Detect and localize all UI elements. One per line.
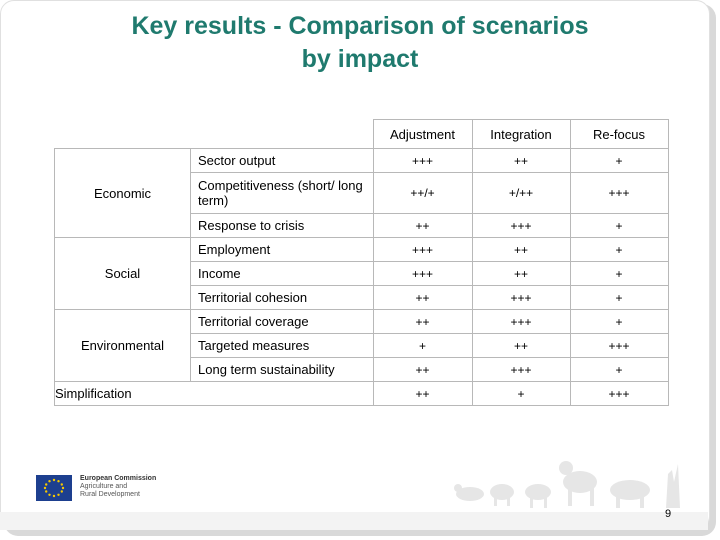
criterion-label: Employment: [190, 237, 374, 262]
score-integration: ++: [471, 333, 571, 358]
score-adjustment: +: [372, 333, 473, 358]
score-refocus: +++: [569, 172, 669, 214]
criterion-label: Income: [190, 261, 374, 286]
page-title: Key results - Comparison of scenarios by…: [0, 10, 720, 76]
score-adjustment: ++: [372, 309, 473, 334]
score-adjustment: ++: [372, 285, 473, 310]
dimension-social: Social: [54, 237, 191, 310]
header-row: Adjustment Integration Re-focus: [55, 119, 669, 149]
score-refocus: +: [569, 285, 669, 310]
score-adjustment: +++: [372, 261, 473, 286]
score-integration: ++: [471, 261, 571, 286]
criterion-label: Response to crisis: [190, 213, 374, 238]
score-refocus: +: [569, 309, 669, 334]
score-adjustment: ++: [372, 357, 473, 382]
header-blank-crit: [191, 120, 374, 149]
title-line-1: Key results - Comparison of scenarios: [131, 12, 589, 40]
header-blank-dim: [55, 120, 191, 149]
score-integration: +: [471, 381, 571, 406]
criterion-label: Long term sustainability: [190, 357, 374, 382]
title-line-2: by impact: [301, 45, 419, 73]
score-integration: ++: [471, 148, 571, 173]
table-row: Targeted measures + ++ +++: [55, 333, 669, 358]
score-adjustment: ++: [372, 213, 473, 238]
table-row: Territorial cohesion ++ +++ +: [55, 285, 669, 310]
score-refocus: +: [569, 357, 669, 382]
table-row: Competitiveness (short/ long term) ++/+ …: [55, 172, 669, 214]
criterion-label: Territorial cohesion: [190, 285, 374, 310]
score-adjustment: +++: [372, 237, 473, 262]
dimension-economic: Economic: [54, 148, 191, 238]
score-integration: +++: [471, 357, 571, 382]
eu-organisation-text: European Commission Agriculture and Rura…: [80, 475, 156, 499]
org-line-1: European Commission: [80, 475, 157, 482]
score-integration: +++: [471, 213, 571, 238]
header-refocus: Re-focus: [569, 119, 669, 149]
farm-animals-illustration: [454, 461, 680, 508]
score-integration: +++: [471, 309, 571, 334]
criterion-label: Competitiveness (short/ long term): [190, 172, 374, 214]
footer-strip: [0, 512, 708, 530]
score-refocus: +: [569, 237, 669, 262]
score-integration: +/++: [471, 172, 571, 214]
score-adjustment: ++: [372, 381, 473, 406]
score-refocus: +++: [569, 333, 669, 358]
table-row: Social Employment +++ ++ +: [54, 237, 669, 310]
score-integration: ++: [471, 237, 571, 262]
table-row: Simplification ++ + +++: [54, 381, 669, 406]
score-integration: +++: [471, 285, 571, 310]
dimension-simplification: Simplification: [54, 381, 374, 406]
results-table: Adjustment Integration Re-focus Economic…: [54, 119, 669, 406]
score-refocus: +: [569, 261, 669, 286]
page-number: 9: [665, 508, 672, 520]
table-row: Response to crisis ++ +++ +: [55, 213, 669, 238]
table-row: Long term sustainability ++ +++ +: [55, 357, 669, 382]
header-adjustment: Adjustment: [372, 119, 473, 149]
table-row: Environmental Territorial coverage ++ ++…: [54, 309, 669, 382]
header-integration: Integration: [471, 119, 571, 149]
table-row: Economic Sector output +++ ++ +: [54, 148, 669, 238]
org-line-3: Rural Development: [80, 491, 140, 498]
eu-flag-icon: [36, 475, 72, 501]
score-refocus: +: [569, 213, 669, 238]
criterion-label: Targeted measures: [190, 333, 374, 358]
criterion-label: Territorial coverage: [190, 309, 374, 334]
org-line-2: Agriculture and: [80, 483, 128, 490]
score-adjustment: +++: [372, 148, 473, 173]
score-refocus: +++: [569, 381, 669, 406]
score-adjustment: ++/+: [372, 172, 473, 214]
criterion-label: Sector output: [190, 148, 374, 173]
score-refocus: +: [569, 148, 669, 173]
dimension-environmental: Environmental: [54, 309, 191, 382]
